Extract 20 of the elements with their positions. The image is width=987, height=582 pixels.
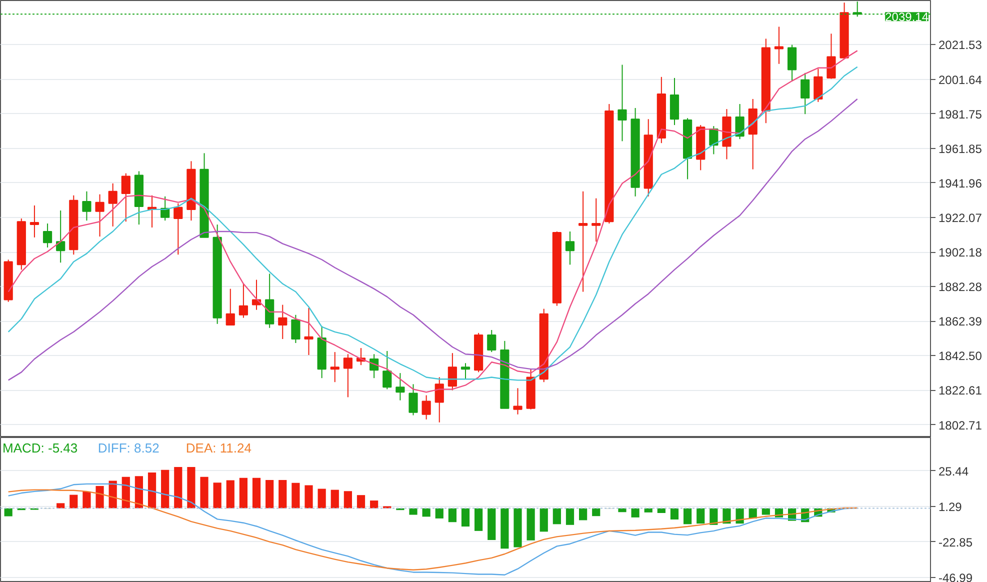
y-tick-label: 1862.39: [938, 314, 982, 329]
y-tick-label: 1941.96: [938, 176, 982, 190]
y-tick-label: 1802.71: [938, 418, 982, 432]
y-tick-label: 1842.50: [938, 349, 982, 364]
y-tick-label: 1.29: [938, 500, 962, 514]
text: DIFF: 8.52: [98, 440, 160, 456]
y-tick-label: 1981.75: [938, 107, 982, 122]
y-tick-label: 1922.07: [938, 210, 982, 225]
y-tick-label: -46.99: [938, 570, 973, 582]
ref-line-label: 2039.14: [885, 10, 929, 24]
y-tick-label: 1822.61: [938, 384, 982, 398]
y-tick-label: 1961.85: [938, 142, 982, 156]
text: MACD: -5.43: [2, 440, 78, 456]
y-tick-label: 1902.18: [938, 246, 982, 260]
y-tick-label: 1882.28: [938, 280, 982, 294]
y-tick-label: -22.85: [938, 535, 973, 550]
y-tick-label: 25.44: [938, 464, 969, 478]
text: DEA: 11.24: [186, 440, 252, 456]
y-tick-label: 2021.53: [938, 38, 982, 52]
y-tick-label: 2001.64: [938, 72, 982, 87]
